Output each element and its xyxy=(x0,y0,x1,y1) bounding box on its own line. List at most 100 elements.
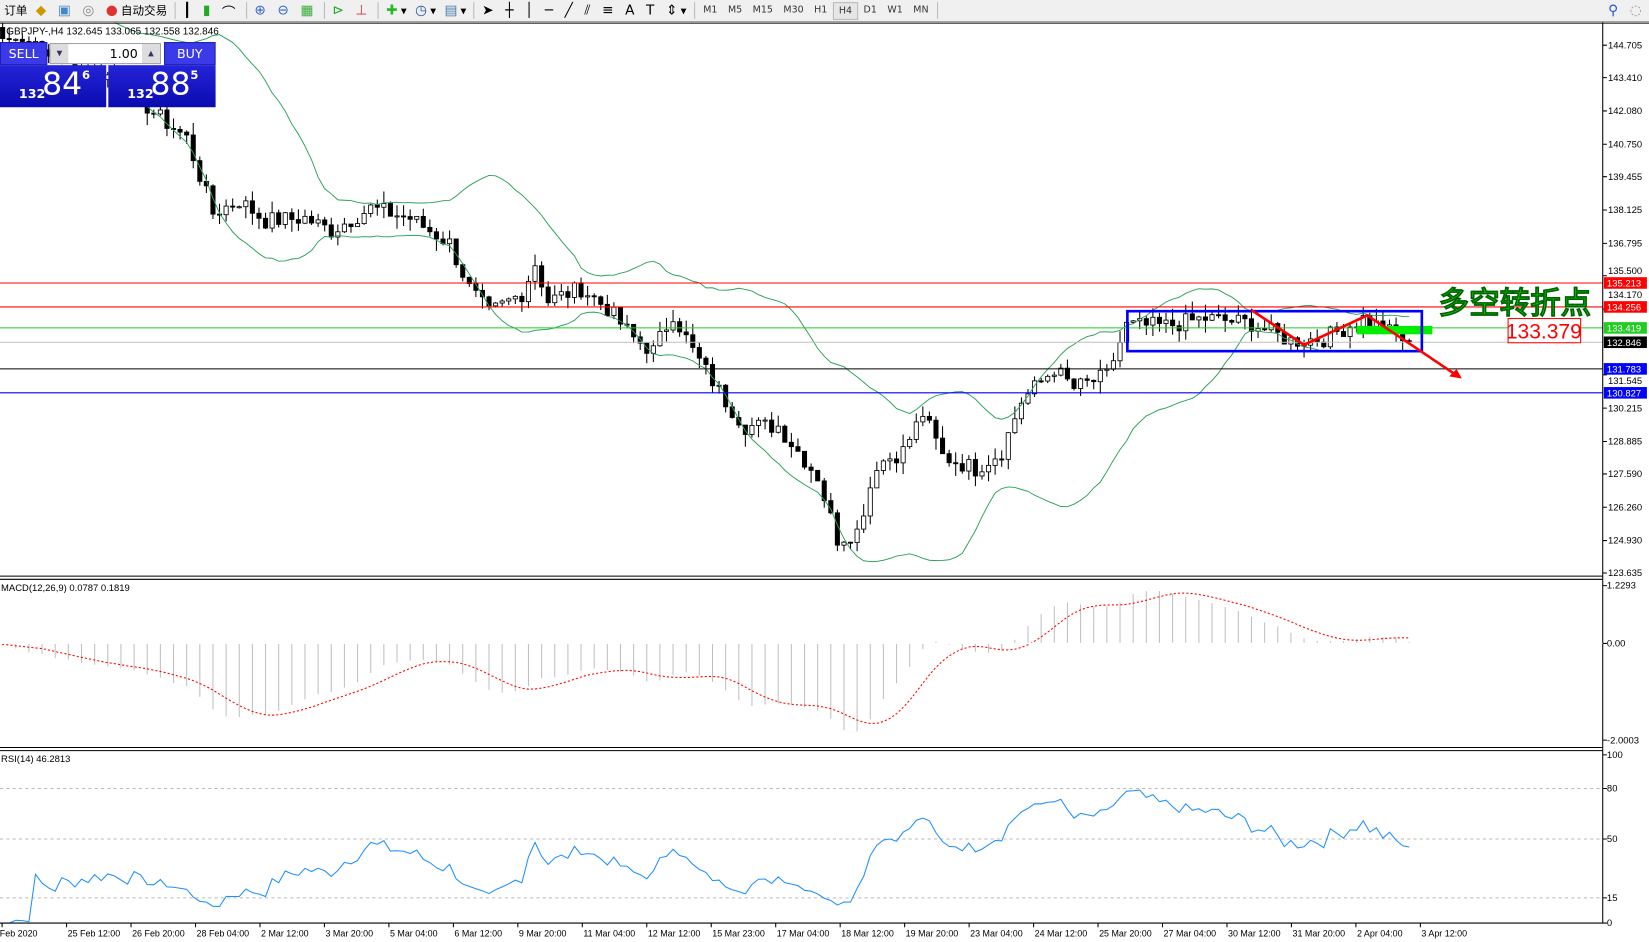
templates-button[interactable]: ▤ ▾ xyxy=(444,2,467,19)
candle-bear[interactable] xyxy=(1242,314,1248,320)
macd-pane[interactable] xyxy=(0,591,1410,732)
candle-bear[interactable] xyxy=(940,437,946,455)
candle-bull[interactable] xyxy=(414,215,420,220)
candle-bull[interactable] xyxy=(447,238,453,245)
candle-bull[interactable] xyxy=(1327,326,1333,348)
candle-bull[interactable] xyxy=(552,294,558,304)
green-zone[interactable] xyxy=(1356,325,1433,335)
timeframe-m1[interactable]: M1 xyxy=(703,4,718,16)
vertical-line-button[interactable]: │ xyxy=(521,1,541,21)
candle-bear[interactable] xyxy=(407,216,413,220)
candle-bull[interactable] xyxy=(1058,367,1064,376)
candle-bear[interactable] xyxy=(19,38,25,42)
candle-bear[interactable] xyxy=(1262,328,1268,331)
candle-bull[interactable] xyxy=(1235,314,1241,323)
candle-bear[interactable] xyxy=(263,217,269,229)
candle-bear[interactable] xyxy=(1321,341,1327,348)
candle-bear[interactable] xyxy=(249,200,255,214)
candle-bull[interactable] xyxy=(900,446,906,464)
candle-bull[interactable] xyxy=(532,265,538,282)
candle-bear[interactable] xyxy=(808,466,814,471)
text-button[interactable]: A xyxy=(621,1,642,21)
candle-bull[interactable] xyxy=(493,302,499,307)
candle-bear[interactable] xyxy=(801,450,808,468)
candle-bear[interactable] xyxy=(1091,379,1097,383)
buy-button[interactable]: BUY xyxy=(164,42,216,66)
candle-bull[interactable] xyxy=(663,329,670,332)
candle-bear[interactable] xyxy=(736,417,742,426)
bid-price[interactable]: 132 84 6 xyxy=(0,65,107,108)
candle-bear[interactable] xyxy=(1189,313,1195,321)
candle-bear[interactable] xyxy=(401,215,407,218)
candle-bear[interactable] xyxy=(164,109,170,129)
crosshair-button[interactable]: ┼ xyxy=(501,1,521,21)
candle-bull[interactable] xyxy=(1183,313,1189,332)
bar-chart-button[interactable]: ┃ xyxy=(179,1,199,21)
candle-bear[interactable] xyxy=(387,203,393,217)
candle-bull[interactable] xyxy=(861,515,867,530)
chat-button[interactable]: ◌ xyxy=(1626,1,1649,21)
candle-bull[interactable] xyxy=(887,458,893,462)
candle-bear[interactable] xyxy=(1071,378,1077,389)
candle-bear[interactable] xyxy=(1340,331,1347,337)
candle-bear[interactable] xyxy=(184,131,190,136)
candle-bull[interactable] xyxy=(992,458,998,466)
candle-bull[interactable] xyxy=(841,541,847,546)
candle-bull[interactable] xyxy=(1347,326,1353,337)
candle-bull[interactable] xyxy=(315,219,321,224)
timeframe-h1[interactable]: H1 xyxy=(814,4,828,16)
candle-bull[interactable] xyxy=(1150,316,1156,326)
candle-bear[interactable] xyxy=(0,27,6,39)
candle-bear[interactable] xyxy=(460,264,466,278)
candle-bear[interactable] xyxy=(604,303,610,316)
candle-bear[interactable] xyxy=(703,357,709,365)
candle-bear[interactable] xyxy=(256,212,262,219)
candle-bear[interactable] xyxy=(328,224,334,238)
ask-price[interactable]: 132 88 5 xyxy=(108,65,216,108)
candle-bear[interactable] xyxy=(788,441,794,448)
candle-bear[interactable] xyxy=(815,469,821,482)
candle-bear[interactable] xyxy=(933,419,939,439)
folder-button[interactable]: ◆ xyxy=(32,1,54,21)
fibo-fan-button[interactable]: ≡ xyxy=(598,1,621,21)
candle-bear[interactable] xyxy=(1229,320,1235,323)
candle-bear[interactable] xyxy=(742,424,748,435)
candle-bear[interactable] xyxy=(210,185,216,215)
candle-bull[interactable] xyxy=(880,460,886,471)
candle-bear[interactable] xyxy=(374,204,380,208)
candle-bull[interactable] xyxy=(282,212,288,225)
candle-bull[interactable] xyxy=(874,470,880,489)
candle-bull[interactable] xyxy=(755,419,762,426)
timeframe-m15[interactable]: M15 xyxy=(752,4,773,16)
candle-bull[interactable] xyxy=(223,205,229,216)
candle-bull[interactable] xyxy=(1018,402,1024,420)
candle-bull[interactable] xyxy=(907,439,913,448)
market-watch-button[interactable]: ▣ xyxy=(54,1,79,21)
candle-bull[interactable] xyxy=(657,331,663,347)
candle-bear[interactable] xyxy=(433,231,439,240)
candle-bull[interactable] xyxy=(1097,369,1103,383)
timeframe-h4[interactable]: H4 xyxy=(832,1,859,20)
candle-bear[interactable] xyxy=(631,323,637,338)
candle-bull[interactable] xyxy=(525,280,531,303)
cursor-button[interactable]: ➤ xyxy=(478,1,501,21)
main-price-pane[interactable] xyxy=(0,22,1603,563)
signal-button[interactable]: ◎ xyxy=(78,1,101,21)
fibonacci-button[interactable]: ⫽ xyxy=(580,1,598,21)
candle-bull[interactable] xyxy=(1051,374,1057,377)
rsi-pane[interactable] xyxy=(0,787,1603,924)
lot-input[interactable] xyxy=(68,44,142,64)
candle-bull[interactable] xyxy=(335,231,341,238)
candle-bull[interactable] xyxy=(920,415,926,423)
candle-bear[interactable] xyxy=(348,223,354,228)
chart-shift-button[interactable]: ⊳ xyxy=(328,1,351,21)
candle-bear[interactable] xyxy=(959,463,965,472)
candle-bear[interactable] xyxy=(486,296,492,307)
candle-bull[interactable] xyxy=(966,459,972,472)
candle-bull[interactable] xyxy=(1196,316,1202,321)
candle-bear[interactable] xyxy=(1038,380,1044,383)
candle-bear[interactable] xyxy=(690,334,696,348)
price-label-box[interactable] xyxy=(1507,318,1582,344)
candle-bear[interactable] xyxy=(230,205,236,208)
candle-bull[interactable] xyxy=(913,421,919,440)
